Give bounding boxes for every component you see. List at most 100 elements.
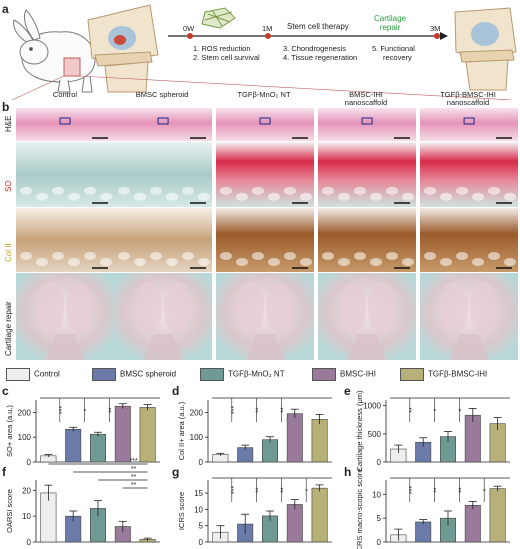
row-label-so: SO	[4, 180, 13, 192]
panel-letter-g: g	[172, 465, 180, 479]
image-he-4	[420, 108, 518, 141]
legend-swatch-bmsc-spheroid	[92, 368, 116, 381]
bar	[311, 419, 328, 463]
nanoscaffold-icon	[201, 7, 236, 29]
panel-letter-b: b	[2, 100, 10, 114]
legend-swatch-tgfb-bmsc-ihi	[400, 368, 424, 381]
image-col-ii-0	[16, 208, 114, 272]
image-repair-3	[318, 273, 416, 360]
legend-swatch-control	[6, 368, 30, 381]
legend-swatch-tgfb-mno2	[200, 368, 224, 381]
sig-label: *	[458, 408, 465, 411]
image-repair-4	[420, 273, 518, 360]
image-he-0	[16, 108, 114, 141]
y-axis-label: Cartilage thickness (μm)	[355, 390, 364, 472]
y-tick-label: 5	[377, 514, 382, 523]
sig-label: *	[84, 408, 91, 411]
timepoint-1m-dot	[265, 33, 271, 39]
y-tick-label: 0	[377, 458, 382, 467]
step-stem-cell-survival: 2. Stem cell survival	[193, 53, 260, 62]
y-axis-label: OARSI score	[5, 489, 14, 533]
image-col-ii-2	[216, 208, 314, 272]
y-tick-label: 0	[199, 538, 204, 547]
legend-bmsc-ihi: BMSC-IHI	[312, 368, 376, 381]
column-title-bmsc-ihi: BMSC-IHI nanoscaffold	[344, 90, 388, 107]
panel-letter-c: c	[2, 384, 9, 398]
timepoint-0w: 0W	[183, 24, 195, 33]
sig-label: *	[305, 488, 312, 491]
row-label-col-ii: Col II	[4, 243, 13, 262]
schematic-panel-a	[11, 4, 517, 100]
image-repair-2	[216, 273, 314, 360]
sig-label: ***	[231, 486, 238, 494]
bar	[65, 428, 82, 463]
timepoint-3m-dot	[434, 33, 440, 39]
sig-label: *	[434, 408, 441, 411]
y-tick-label: 200	[190, 408, 204, 417]
bar	[311, 487, 328, 543]
step-ros-reduction: 1. ROS reduction	[193, 44, 251, 53]
bar	[489, 488, 506, 543]
image-so-4	[420, 142, 518, 207]
cartilage-repair-label: Cartilage repair	[374, 14, 407, 32]
legend-swatch-bmsc-ihi	[312, 368, 336, 381]
step-functional: 5. Functional	[372, 44, 415, 53]
y-tick-label: 5	[199, 522, 204, 531]
bar	[114, 405, 131, 463]
image-he-3	[318, 108, 416, 141]
sig-label: ***	[59, 406, 66, 414]
y-tick-label: 10	[194, 505, 203, 514]
bar	[90, 433, 106, 463]
y-axis-label: SO+ area (a.u.)	[5, 405, 14, 457]
sig-label: *	[483, 488, 490, 491]
row-label-cartilage-repair: Cartilage repair	[4, 301, 13, 356]
sig-label: ***	[409, 486, 416, 494]
stem-cell-therapy-label: Stem cell therapy	[287, 22, 349, 31]
image-repair-0	[16, 273, 114, 360]
timepoint-0w-dot	[187, 33, 193, 39]
rabbit-illustration	[13, 9, 96, 93]
sig-label: **	[131, 482, 137, 489]
legend-tgfb-mno2: TGFβ-MnO₂ NT	[200, 368, 285, 381]
image-so-0	[16, 142, 114, 207]
y-axis-label: ICRS score	[177, 492, 186, 530]
histology-grid	[16, 108, 518, 360]
y-tick-label: 10	[22, 512, 31, 521]
y-axis-label: ICRS macro-scopic score	[355, 468, 364, 549]
sig-label: **	[256, 407, 263, 413]
timepoint-1m: 1M	[262, 24, 273, 33]
legend-tgfb-bmsc-ihi: TGFβ-BMSC-IHI	[400, 368, 487, 381]
roi-box	[259, 117, 271, 125]
bar	[415, 521, 432, 543]
sig-label: **	[108, 407, 115, 413]
y-tick-label: 0	[377, 538, 382, 547]
knee-joint-repaired	[454, 7, 517, 91]
column-title-tgfb-bmsc-ihi: TGFβ-BMSC-IHI nanoscaffold	[440, 90, 496, 107]
y-axis-label: Col II+ area (a.u.)	[177, 401, 186, 460]
image-col-ii-4	[420, 208, 518, 272]
image-col-ii-3	[318, 208, 416, 272]
y-tick-label: 0	[199, 458, 204, 467]
knee-marker	[63, 57, 81, 77]
bar	[464, 504, 481, 543]
sig-label: **	[280, 487, 287, 493]
roi-box	[361, 117, 373, 125]
sig-label: ***	[130, 458, 138, 465]
image-so-1	[114, 142, 212, 207]
knee-joint-damaged	[87, 4, 159, 93]
y-tick-label: 200	[18, 408, 32, 417]
sig-label: ***	[231, 406, 238, 414]
y-tick-label: 100	[190, 433, 204, 442]
step-tissue-regeneration: 4. Tissue regeneration	[283, 53, 358, 62]
sig-label: **	[409, 407, 416, 413]
sig-label: **	[458, 487, 465, 493]
row-label-he: H&E	[4, 115, 13, 132]
image-so-2	[216, 142, 314, 207]
roi-box	[463, 117, 475, 125]
step-chondrogenesis: 3. Chondrogenesis	[283, 44, 346, 53]
y-tick-label: 0	[27, 458, 32, 467]
bar	[139, 407, 156, 463]
